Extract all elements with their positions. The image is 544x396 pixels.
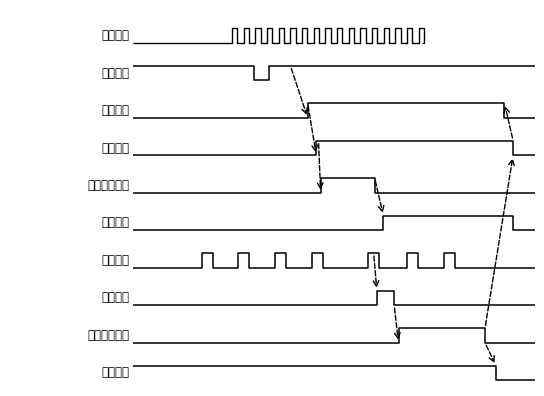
Text: 采集结束: 采集结束 bbox=[101, 366, 129, 379]
Text: 采集时钟: 采集时钟 bbox=[101, 29, 129, 42]
Text: 采集开始: 采集开始 bbox=[101, 104, 129, 117]
Text: 后置计数使能: 后置计数使能 bbox=[87, 329, 129, 342]
Text: 系统触发: 系统触发 bbox=[101, 291, 129, 305]
Text: 触发信号: 触发信号 bbox=[101, 254, 129, 267]
Text: 采集使能: 采集使能 bbox=[101, 141, 129, 154]
Text: 加载信号: 加载信号 bbox=[101, 67, 129, 80]
Text: 前置计数使能: 前置计数使能 bbox=[87, 179, 129, 192]
Text: 触发使能: 触发使能 bbox=[101, 217, 129, 230]
